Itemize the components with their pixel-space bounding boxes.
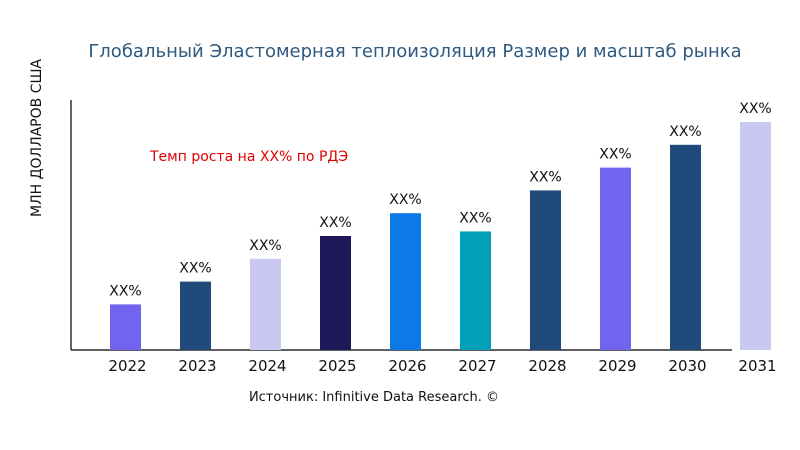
bar-2022	[110, 304, 141, 350]
x-tick-label-2023: 2023	[178, 357, 216, 375]
bar-2026	[390, 213, 421, 350]
x-tick-label-2029: 2029	[598, 357, 636, 375]
x-tick-label-2022: 2022	[108, 357, 146, 375]
x-tick-label-2024: 2024	[248, 357, 286, 375]
x-tick-label-2031: 2031	[738, 357, 776, 375]
x-tick-label-2026: 2026	[388, 357, 426, 375]
bar-2030	[670, 144, 701, 350]
bar-2024	[250, 258, 281, 350]
data-label-2028: XX%	[529, 169, 561, 185]
x-tick-label-2027: 2027	[458, 357, 496, 375]
bar-2027	[460, 231, 491, 350]
data-label-2024: XX%	[249, 238, 281, 254]
data-label-2027: XX%	[459, 210, 491, 226]
chart-title: Глобальный Эластомерная теплоизоляция Ра…	[88, 41, 741, 62]
bar-2029	[600, 167, 631, 350]
bar-2025	[320, 236, 351, 350]
data-label-2029: XX%	[599, 147, 631, 163]
x-tick-label-2025: 2025	[318, 357, 356, 375]
x-tick-label-2028: 2028	[528, 357, 566, 375]
x-tick-label-2030: 2030	[668, 357, 706, 375]
source-note: Источник: Infinitive Data Research. ©	[249, 390, 499, 405]
data-label-2022: XX%	[109, 283, 141, 299]
data-label-2030: XX%	[669, 124, 701, 140]
data-label-2031: XX%	[739, 101, 771, 117]
y-axis-label: МЛН ДОЛЛАРОВ США	[29, 59, 45, 217]
data-label-2025: XX%	[319, 215, 351, 231]
data-label-2026: XX%	[389, 192, 421, 208]
bar-2023	[180, 281, 211, 350]
data-label-2023: XX%	[179, 261, 211, 277]
bar-2028	[530, 190, 561, 350]
growth-annotation: Темп роста на XX% по РДЭ	[149, 149, 348, 165]
bar-2031	[740, 122, 771, 350]
